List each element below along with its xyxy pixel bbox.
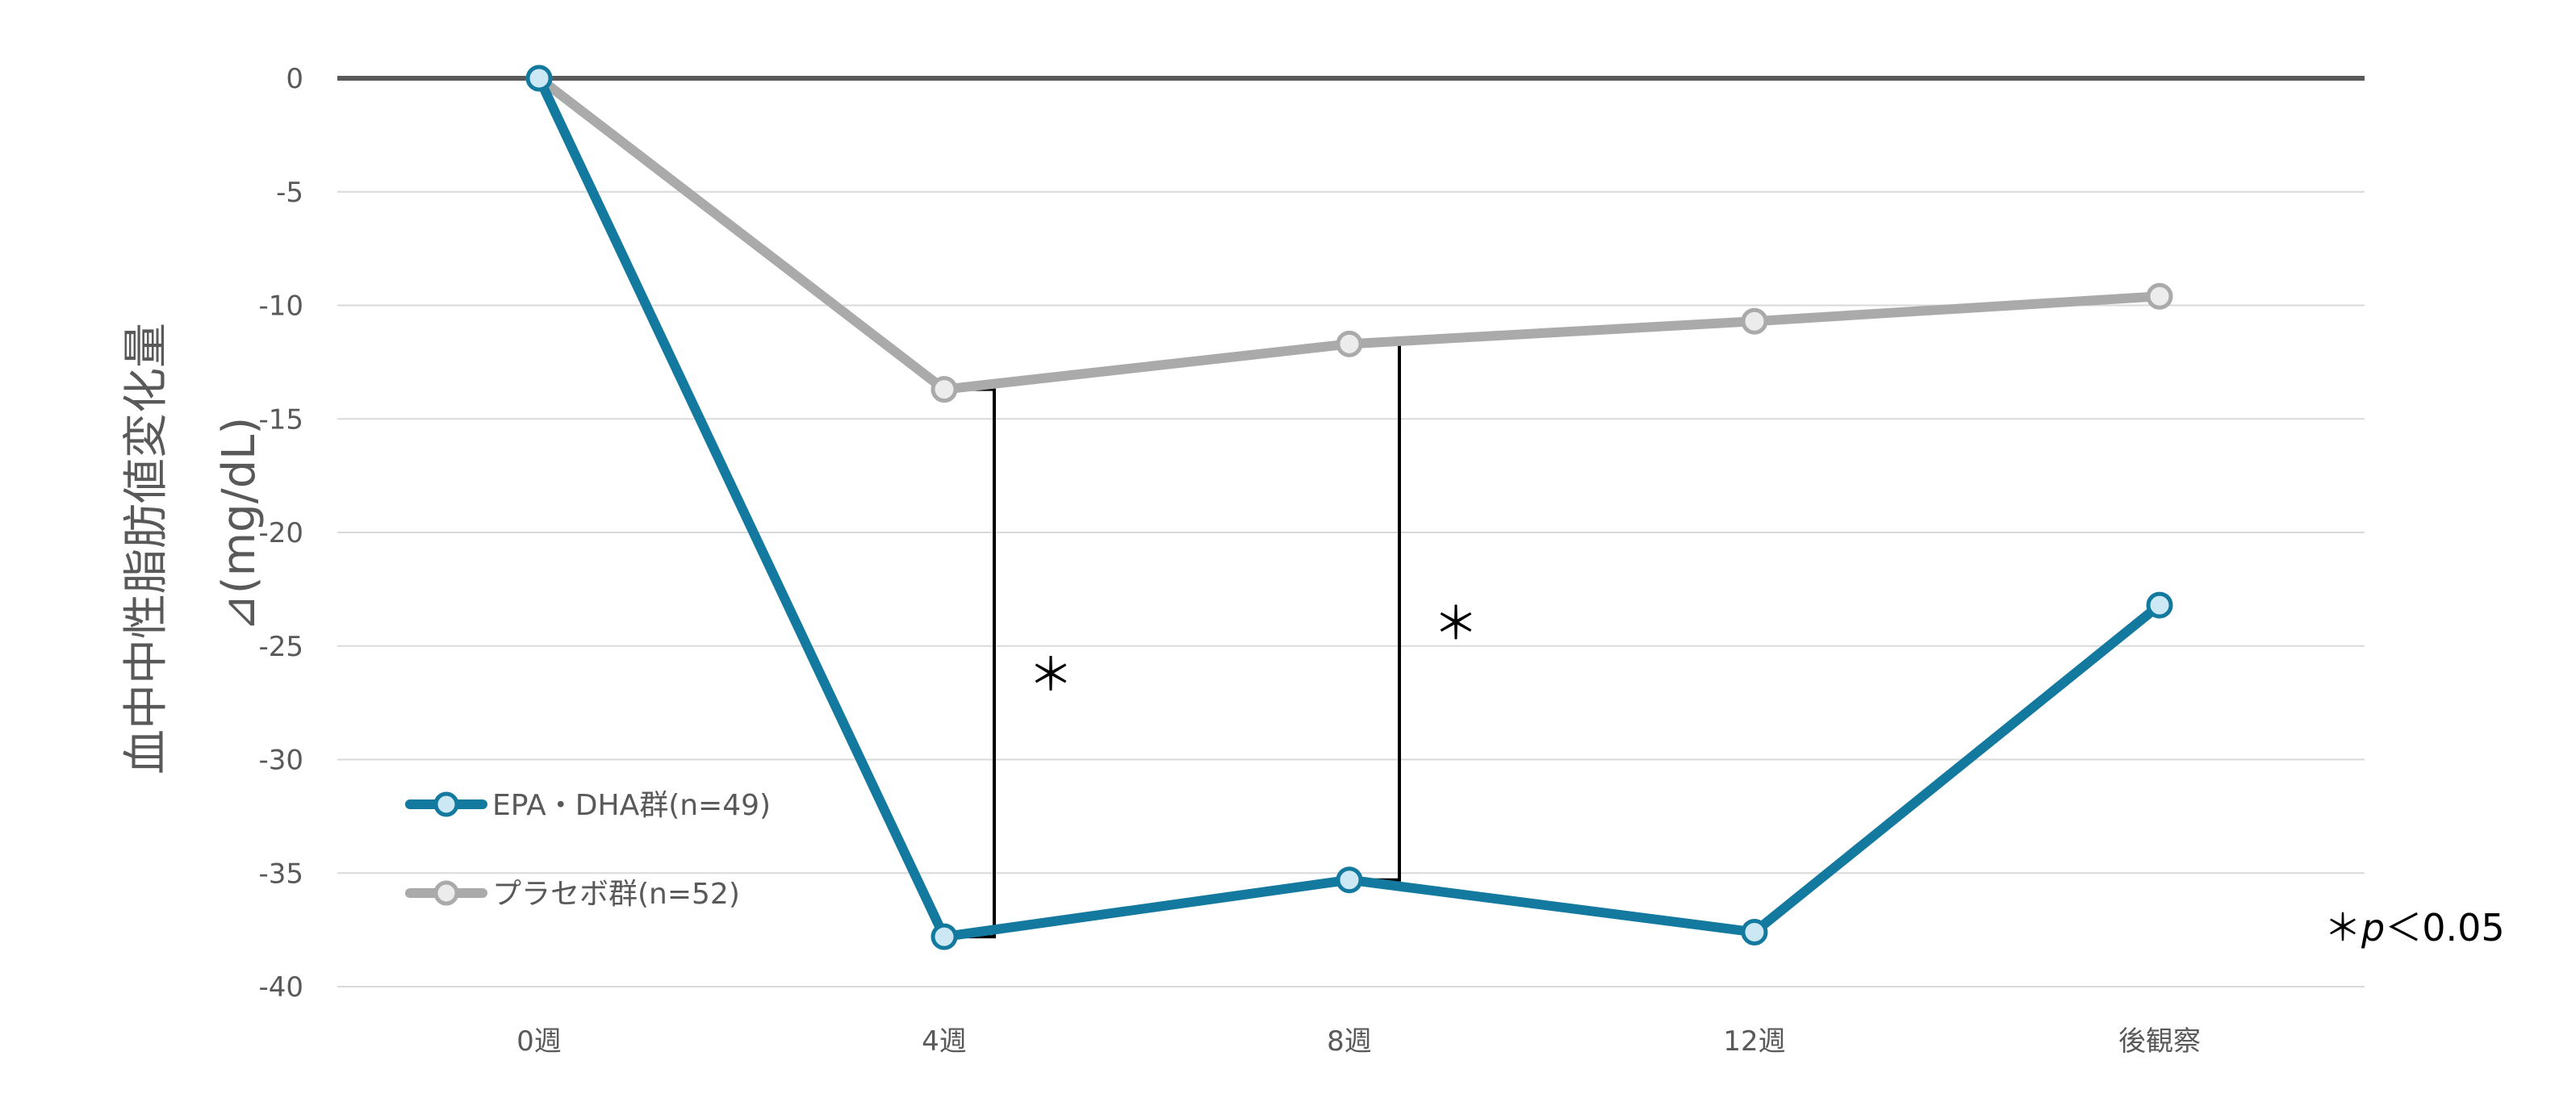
data-point xyxy=(2146,282,2173,310)
legend-swatch-marker xyxy=(433,791,459,817)
y-tick-label: -10 xyxy=(258,290,303,323)
legend-item-epa-dha: EPA・DHA群(n=49) xyxy=(405,789,771,822)
y-axis-unit-label: ⊿(mg/dL) xyxy=(213,417,266,632)
y-tick-label: -5 xyxy=(276,177,303,209)
legend: EPA・DHA群(n=49) プラセボ群(n=52) xyxy=(405,789,771,911)
significance-bracket xyxy=(957,387,996,939)
y-tick-label: -20 xyxy=(258,517,303,549)
x-tick-label: 0週 xyxy=(516,1025,562,1058)
y-tick-label: -30 xyxy=(258,745,303,777)
data-point xyxy=(1741,307,1768,335)
legend-label: EPA・DHA群(n=49) xyxy=(492,789,771,822)
p-value-star: ＊ xyxy=(2324,906,2361,950)
data-point xyxy=(930,923,958,950)
significance-asterisk: ＊ xyxy=(1433,599,1478,651)
data-point xyxy=(1741,918,1768,945)
significance-bracket xyxy=(1362,342,1401,882)
p-value-note: ＊p＜0.05 xyxy=(2324,906,2505,950)
significance-brackets: ＊＊ xyxy=(957,342,1478,939)
x-tick-label: 8週 xyxy=(1327,1025,1372,1058)
data-point xyxy=(525,65,553,92)
y-tick-label: 0 xyxy=(286,63,303,95)
x-tick-label: 12週 xyxy=(1723,1025,1785,1058)
series-line xyxy=(534,73,2164,942)
x-tick-label: 4週 xyxy=(922,1025,967,1058)
data-point xyxy=(2146,591,2173,619)
p-value-symbol: p xyxy=(2361,906,2385,950)
significance-asterisk: ＊ xyxy=(1028,649,1073,702)
x-tick-label: 後観察 xyxy=(2118,1025,2201,1058)
legend-item-placebo: プラセボ群(n=52) xyxy=(405,878,740,911)
y-tick-label: -25 xyxy=(258,631,303,663)
y-axis-ticks: 0 -5 -10 -15 -20 -25 -30 -35 -40 xyxy=(258,63,303,1004)
legend-swatch-marker xyxy=(433,880,459,906)
series-markers xyxy=(525,65,2173,950)
data-point xyxy=(930,376,958,403)
x-axis-ticks: 0週 4週 8週 12週 後観察 xyxy=(516,1025,2201,1058)
p-value-threshold: ＜0.05 xyxy=(2385,906,2504,950)
y-tick-label: -40 xyxy=(258,971,303,1004)
y-axis-label: 血中中性脂肪値変化量 xyxy=(120,323,173,774)
data-point xyxy=(1336,866,1363,894)
series-lines xyxy=(534,73,2164,942)
legend-label: プラセボ群(n=52) xyxy=(492,878,740,911)
y-tick-label: -15 xyxy=(258,403,303,436)
data-point xyxy=(1336,330,1363,357)
gridlines xyxy=(337,76,2365,987)
y-tick-label: -35 xyxy=(258,858,303,890)
